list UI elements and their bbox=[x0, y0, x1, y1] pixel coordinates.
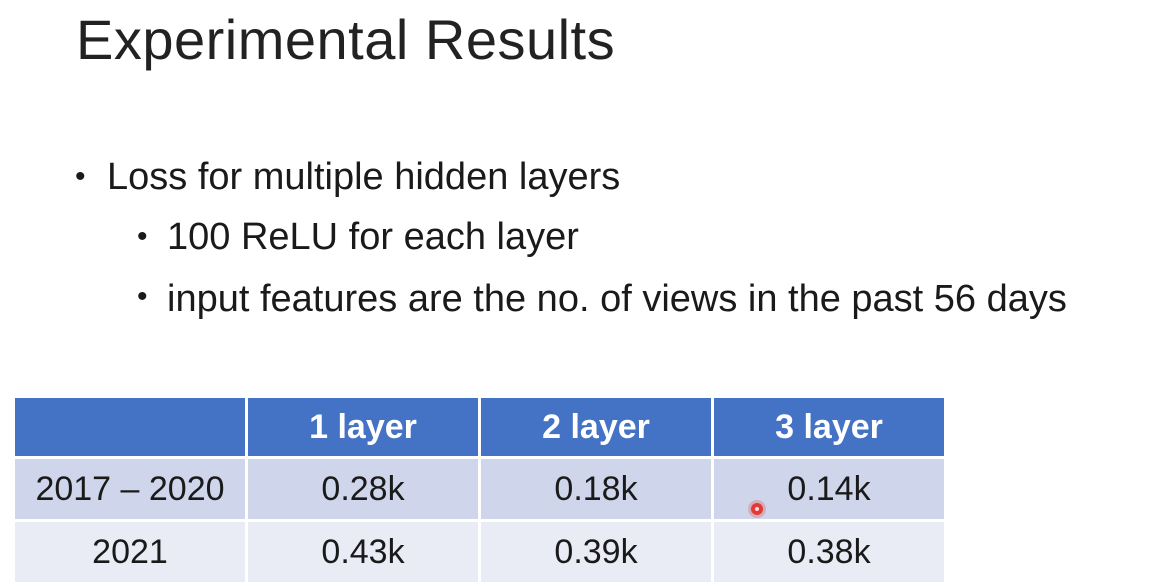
table-row-label: 2017 – 2020 bbox=[12, 456, 248, 522]
results-table: 1 layer 2 layer 3 layer 2017 – 2020 0.28… bbox=[12, 395, 947, 585]
bullet-text: Loss for multiple hidden layers bbox=[107, 156, 621, 198]
table-cell: 0.14k bbox=[711, 456, 947, 522]
bullet-text: 100 ReLU for each layer bbox=[167, 216, 579, 258]
table-cell: 0.39k bbox=[478, 519, 714, 585]
bullet-dot-icon: • bbox=[137, 280, 148, 313]
table-header-cell: 1 layer bbox=[245, 395, 481, 459]
bullet-dot-icon: • bbox=[75, 160, 86, 193]
table-cell: 0.28k bbox=[245, 456, 481, 522]
bullet-text: input features are the no. of views in t… bbox=[167, 278, 1067, 320]
bullet-dot-icon: • bbox=[137, 220, 148, 253]
table-row: 2017 – 2020 0.28k 0.18k 0.14k bbox=[12, 456, 947, 522]
table-header-cell: 2 layer bbox=[478, 395, 714, 459]
table-header-cell bbox=[12, 395, 248, 459]
table-row: 2021 0.43k 0.39k 0.38k bbox=[12, 519, 947, 585]
table-cell: 0.43k bbox=[245, 519, 481, 585]
table-header-row: 1 layer 2 layer 3 layer bbox=[12, 395, 947, 459]
table-cell: 0.38k bbox=[711, 519, 947, 585]
table-cell: 0.18k bbox=[478, 456, 714, 522]
slide-title: Experimental Results bbox=[76, 8, 616, 71]
table-row-label: 2021 bbox=[12, 519, 248, 585]
laser-pointer-icon bbox=[751, 503, 763, 515]
table-header-cell: 3 layer bbox=[711, 395, 947, 459]
